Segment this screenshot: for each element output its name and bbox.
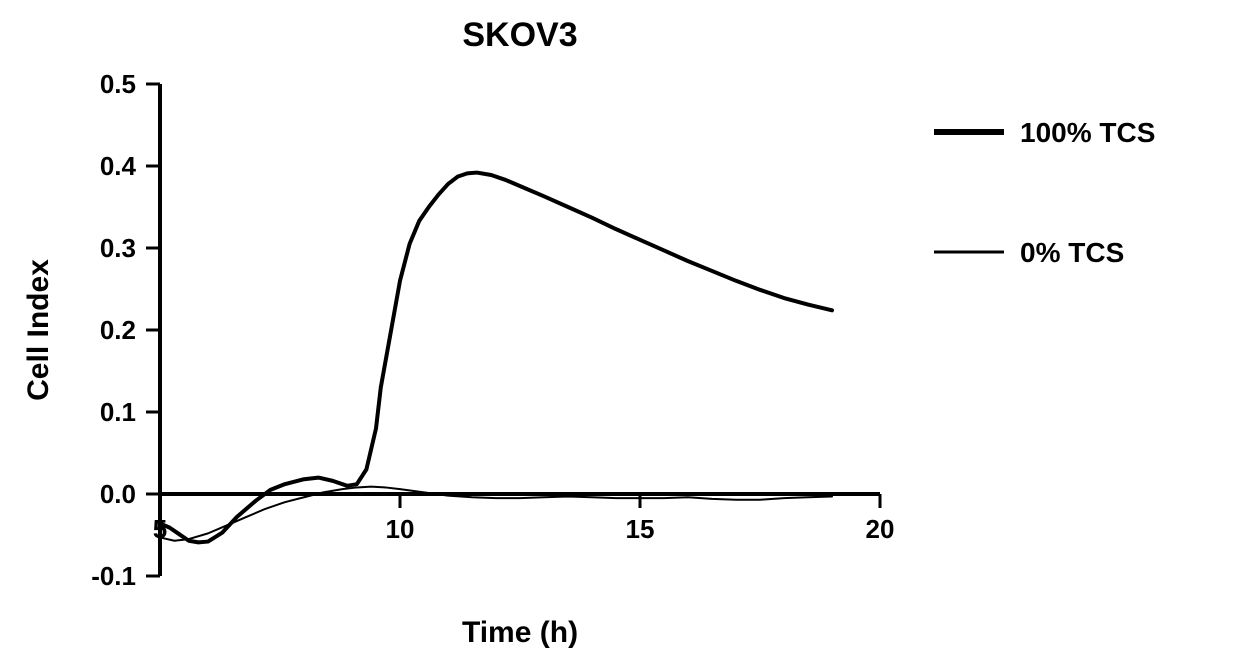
y-tick-label: -0.1 (91, 561, 136, 591)
x-tick-label: 5 (153, 514, 167, 544)
y-tick-label: 0.5 (100, 69, 136, 99)
legend-label: 100% TCS (1020, 117, 1155, 148)
y-tick-label: 0.3 (100, 233, 136, 263)
y-tick-label: 0.2 (100, 315, 136, 345)
chart-title: SKOV3 (462, 16, 577, 54)
y-tick-label: 0.1 (100, 397, 136, 427)
chart-background (0, 0, 1240, 671)
x-tick-label: 10 (386, 514, 415, 544)
y-tick-label: 0.4 (100, 151, 137, 181)
x-axis-label: Time (h) (462, 616, 578, 649)
line-chart: SKOV3 5 10 15 20 -0.1 0.0 0.1 0.2 0.3 0.4 0.5 Tim… (0, 0, 1240, 671)
y-tick-label: 0.0 (100, 479, 136, 509)
legend-label: 0% TCS (1020, 237, 1124, 268)
y-axis-label: Cell Index (22, 259, 55, 401)
x-tick-label: 15 (626, 514, 655, 544)
x-tick-label: 20 (866, 514, 895, 544)
